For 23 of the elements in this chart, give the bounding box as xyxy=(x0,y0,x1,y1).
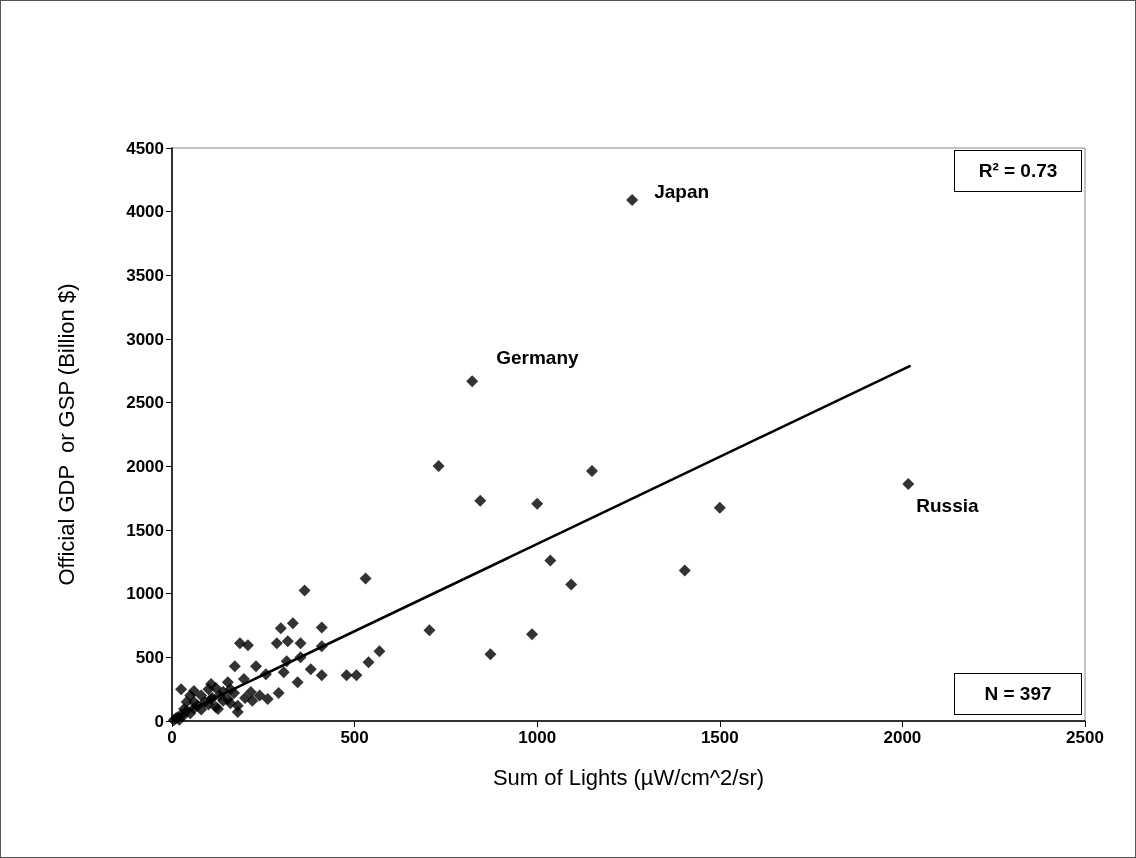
annotation: Japan xyxy=(654,181,710,203)
x-axis-title: Sum of Lights (µW/cm^2/sr) xyxy=(492,764,765,790)
y-tick-label: 2000 xyxy=(126,456,164,476)
x-tick-label: 500 xyxy=(340,728,369,747)
x-tick-label: 1000 xyxy=(518,728,557,747)
y-tick-label: 3000 xyxy=(126,329,164,349)
x-tick-label: 2500 xyxy=(1066,728,1104,747)
y-tick-label: 4000 xyxy=(126,202,164,222)
annotation: R² = 0.73 xyxy=(954,150,1082,192)
x-tick-label: 0 xyxy=(167,728,177,747)
y-tick-label: 1000 xyxy=(126,584,164,604)
y-tick-label: 0 xyxy=(154,711,164,731)
annotation: N = 397 xyxy=(954,673,1082,715)
x-tick-label: 2000 xyxy=(883,728,922,747)
y-axis-title: Official GDP or GSP (Billion $) xyxy=(53,283,79,586)
y-tick-label: 3500 xyxy=(126,265,164,285)
y-tick-label: 2500 xyxy=(126,393,164,413)
annotation: Germany xyxy=(496,347,579,369)
annotation: Russia xyxy=(916,494,979,516)
y-tick-label: 4500 xyxy=(126,138,164,158)
x-tick-label: 1500 xyxy=(700,728,739,747)
y-tick-label: 1500 xyxy=(126,520,164,540)
y-tick-label: 500 xyxy=(135,647,164,667)
